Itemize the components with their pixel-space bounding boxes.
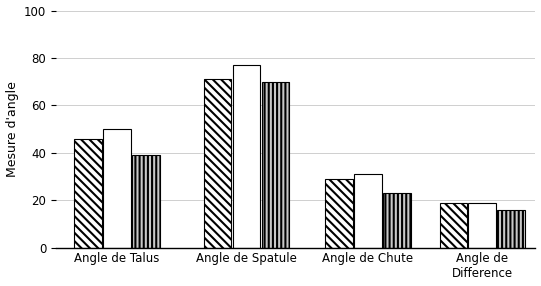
Bar bbox=[261, 82, 289, 248]
Bar bbox=[497, 210, 525, 248]
Y-axis label: Mesure d'angle: Mesure d'angle bbox=[5, 81, 18, 177]
Bar bbox=[469, 202, 496, 248]
Bar bbox=[440, 202, 467, 248]
Bar bbox=[383, 193, 411, 248]
Bar bbox=[354, 174, 382, 248]
Bar bbox=[103, 129, 130, 248]
Bar bbox=[233, 65, 260, 248]
Bar bbox=[74, 138, 102, 248]
Bar bbox=[326, 179, 353, 248]
Bar bbox=[132, 155, 160, 248]
Bar bbox=[204, 79, 231, 248]
